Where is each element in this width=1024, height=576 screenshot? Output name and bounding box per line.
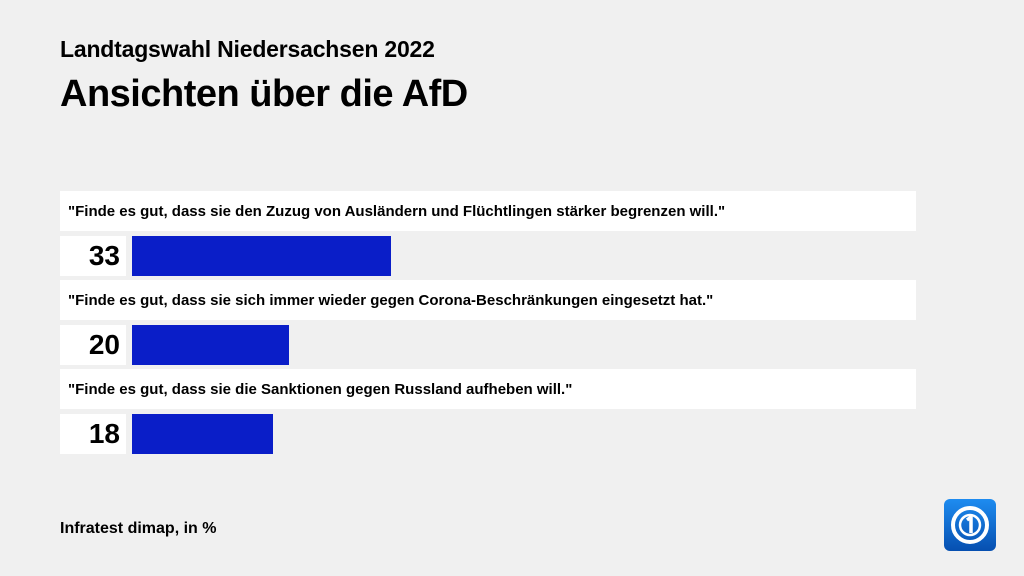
bar-row-1: "Finde es gut, dass sie den Zuzug von Au… [60, 191, 916, 280]
bar-value-3: 18 [60, 414, 126, 454]
bar-row-3: "Finde es gut, dass sie die Sanktionen g… [60, 369, 916, 458]
bar-label-3: "Finde es gut, dass sie die Sanktionen g… [60, 369, 916, 409]
source-note: Infratest dimap, in % [60, 520, 217, 537]
tagesschau-logo-icon [944, 499, 996, 551]
bar-1 [132, 236, 391, 276]
bar-label-2: "Finde es gut, dass sie sich immer wiede… [60, 280, 916, 320]
bar-2 [132, 325, 289, 365]
bar-3 [132, 414, 274, 454]
chart-subtitle: Landtagswahl Niedersachsen 2022 [60, 36, 435, 62]
bar-label-1: "Finde es gut, dass sie den Zuzug von Au… [60, 191, 916, 231]
bar-row-2: "Finde es gut, dass sie sich immer wiede… [60, 280, 916, 369]
bar-rows: "Finde es gut, dass sie den Zuzug von Au… [60, 191, 916, 458]
chart-title: Ansichten über die AfD [60, 73, 468, 115]
bar-value-2: 20 [60, 325, 126, 365]
bar-value-1: 33 [60, 236, 126, 276]
